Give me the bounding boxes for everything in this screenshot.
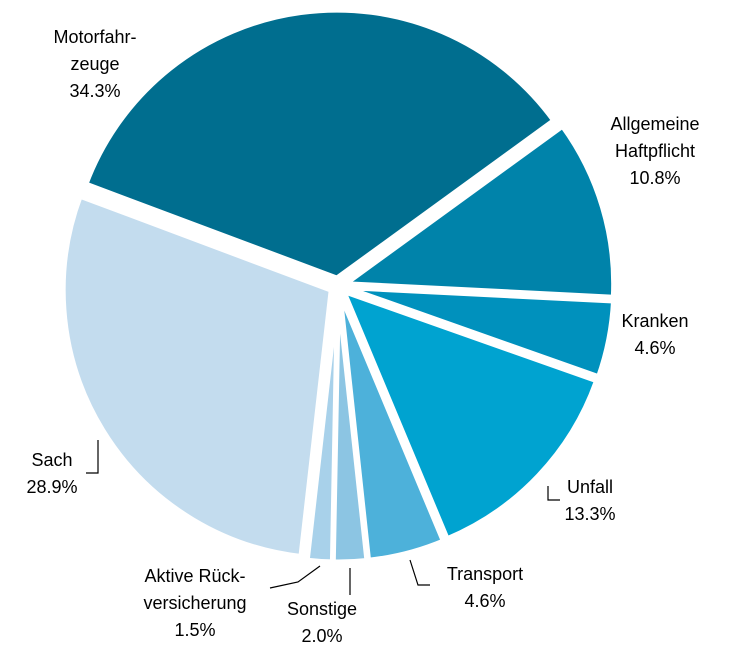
leader-line	[269, 565, 321, 589]
pie-slice	[60, 193, 334, 560]
slice-label: Sach	[31, 450, 72, 470]
pie-slice	[82, 7, 558, 281]
value-label: 4.6%	[464, 591, 505, 611]
value-label: 4.6%	[634, 338, 675, 358]
slice-label: Aktive Rück-versicherung	[143, 566, 246, 613]
value-label: 2.0%	[301, 626, 342, 646]
value-label: 10.8%	[629, 168, 680, 188]
pie-slice	[304, 293, 340, 565]
leader-line	[409, 559, 430, 586]
pie-slice	[345, 285, 617, 380]
value-label: 13.3%	[564, 504, 615, 524]
slice-label: Unfall	[567, 477, 613, 497]
value-label: 28.9%	[26, 477, 77, 497]
leader-line	[547, 486, 560, 501]
value-label: 34.3%	[69, 81, 120, 101]
slice-label: Allgemeine Haftpflicht	[610, 114, 699, 161]
pie-slice	[339, 287, 600, 543]
slice-label: Kranken	[621, 311, 688, 331]
pie-slice	[338, 122, 617, 300]
slice-label: Transport	[447, 564, 523, 584]
slice-label: Sonstige	[287, 599, 357, 619]
value-label: 1.5%	[174, 620, 215, 640]
leader-line	[86, 440, 99, 474]
slice-label: Motorfahr-zeuge	[53, 27, 136, 74]
